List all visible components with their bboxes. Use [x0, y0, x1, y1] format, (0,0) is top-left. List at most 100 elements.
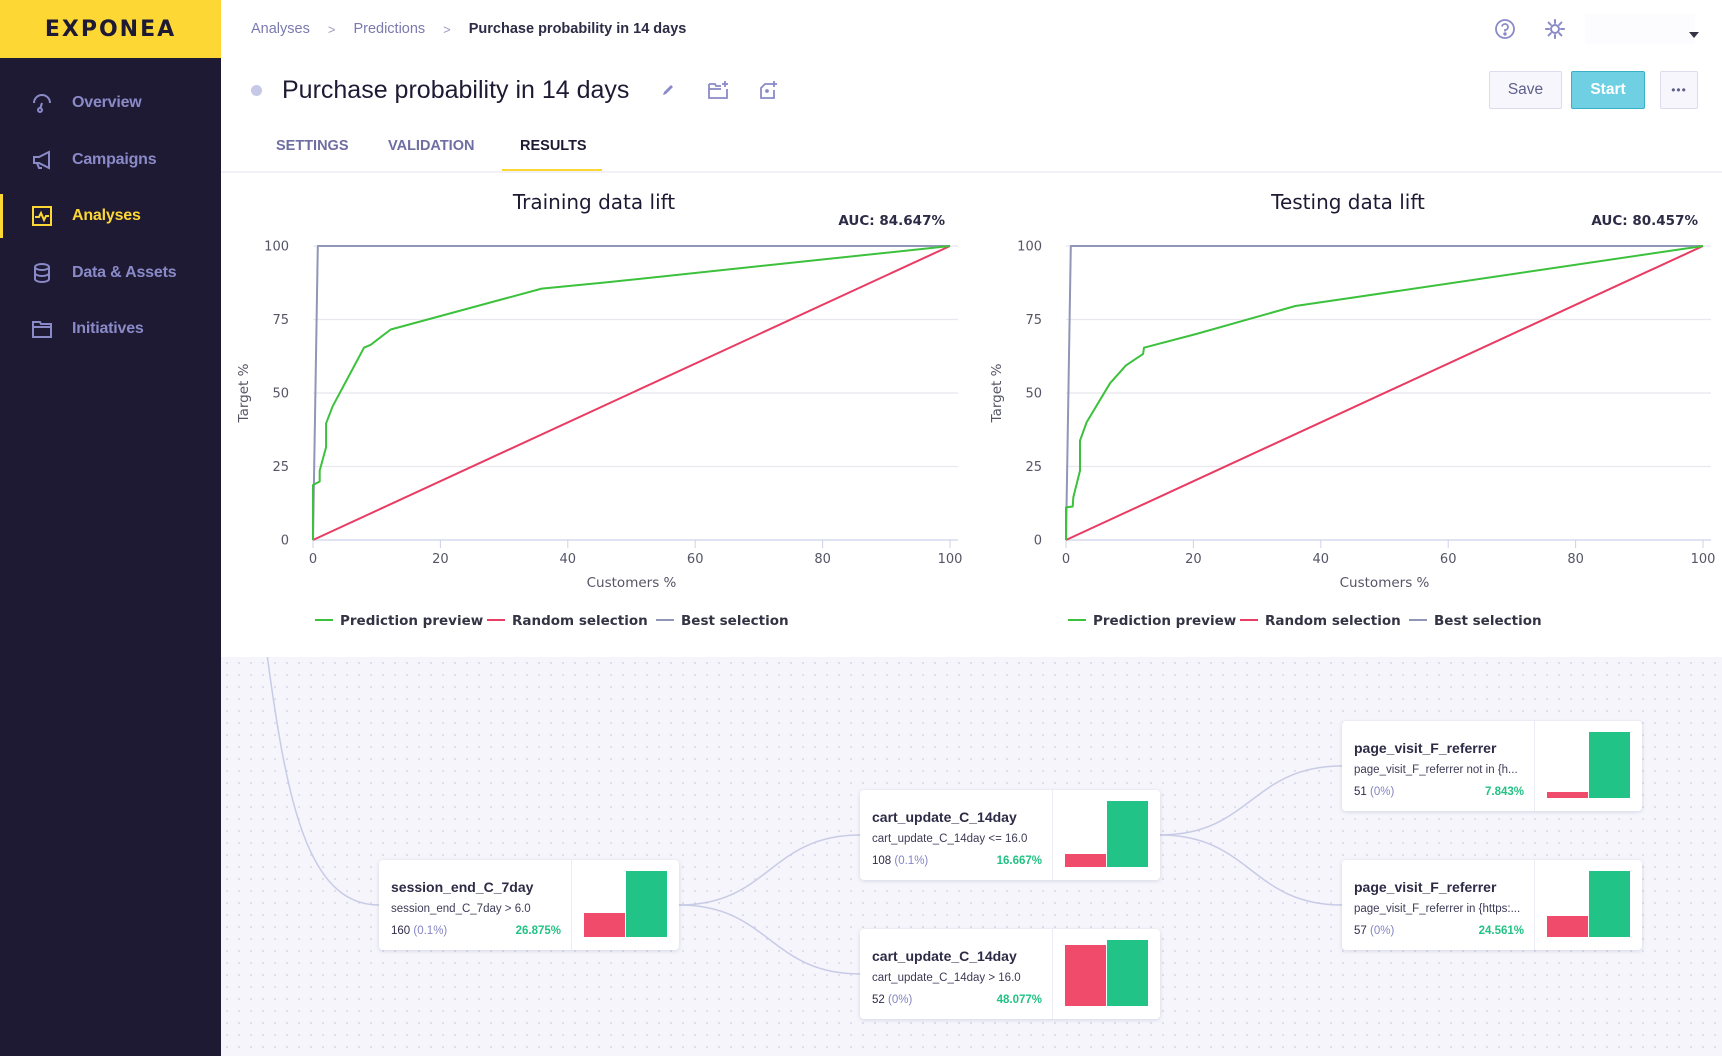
y-tick-label: 75: [1025, 313, 1042, 328]
bar-negative: [1065, 945, 1106, 1006]
legend-label: Prediction preview: [340, 613, 483, 629]
y-tick-label: 25: [1025, 460, 1042, 475]
x-tick-label: 40: [560, 552, 577, 567]
save-button[interactable]: Save: [1489, 71, 1562, 109]
node-rate: 26.875%: [515, 925, 561, 937]
node-info: cart_update_C_14day cart_update_C_14day >…: [860, 929, 1053, 1019]
active-tab-indicator: [502, 169, 602, 172]
sidebar-item-campaigns[interactable]: Campaigns: [0, 138, 221, 182]
sidebar-item-analyses[interactable]: Analyses: [0, 194, 221, 238]
tree-node[interactable]: cart_update_C_14day cart_update_C_14day >…: [860, 929, 1160, 1019]
help-icon[interactable]: [1494, 18, 1516, 44]
node-count: 52 (0%): [872, 994, 912, 1006]
database-icon: [31, 262, 53, 284]
folder-icon: [31, 318, 53, 340]
node-bar-chart: [1535, 860, 1642, 950]
tree-node[interactable]: page_visit_F_referrer page_visit_F_referr…: [1342, 860, 1642, 950]
node-bar-chart: [1535, 721, 1642, 811]
sidebar-item-initiatives[interactable]: Initiatives: [0, 307, 221, 351]
logo-bar[interactable]: EXPONEA: [0, 0, 221, 58]
node-count-percent: (0.1%): [894, 855, 929, 867]
node-rate: 24.561%: [1478, 925, 1524, 937]
node-count: 108 (0.1%): [872, 855, 928, 867]
add-to-folder-icon[interactable]: [707, 79, 729, 101]
legend-item: Random selection: [487, 613, 648, 629]
node-condition: session_end_C_7day > 6.0: [391, 903, 531, 915]
tab-settings[interactable]: SETTINGS: [276, 138, 349, 154]
x-tick-label: 40: [1313, 552, 1330, 567]
x-tick-label: 80: [814, 552, 831, 567]
x-axis-label: Customers %: [1340, 575, 1430, 591]
node-count-value: 160: [391, 925, 411, 937]
breadcrumb: Analyses > Predictions > Purchase probab…: [251, 18, 686, 40]
sidebar-item-data-assets[interactable]: Data & Assets: [0, 251, 221, 295]
add-to-initiative-icon[interactable]: [757, 79, 779, 101]
series-line-best-selection: [1065, 245, 1703, 541]
page-title: Purchase probability in 14 days: [282, 75, 630, 104]
x-tick-label: 0: [1062, 552, 1070, 567]
y-tick-label: 100: [264, 240, 289, 255]
legend-label: Best selection: [1434, 613, 1542, 629]
sidebar-item-label: Initiatives: [72, 320, 144, 337]
node-title: page_visit_F_referrer: [1354, 740, 1497, 756]
x-axis-label: Customers %: [587, 575, 677, 591]
x-tick-label: 100: [938, 552, 963, 567]
user-menu[interactable]: [1585, 14, 1695, 44]
legend-item: Best selection: [1409, 613, 1542, 629]
x-tick-label: 0: [309, 552, 317, 567]
dropdown-caret-icon[interactable]: [1689, 24, 1699, 43]
breadcrumb-predictions[interactable]: Predictions: [353, 21, 426, 37]
breadcrumb-current: Purchase probability in 14 days: [468, 21, 687, 37]
node-info: session_end_C_7day session_end_C_7day > 6…: [379, 860, 572, 950]
gear-icon[interactable]: [1544, 18, 1566, 44]
legend-label: Random selection: [1265, 613, 1401, 629]
bar-positive: [1107, 940, 1148, 1006]
y-tick-label: 50: [1025, 387, 1042, 402]
title-row: Purchase probability in 14 days: [251, 72, 807, 108]
more-options-button[interactable]: •••: [1660, 71, 1698, 109]
y-tick-label: 0: [1034, 534, 1042, 549]
megaphone-icon: [31, 149, 53, 171]
node-title: page_visit_F_referrer: [1354, 879, 1497, 895]
bar-negative: [1547, 792, 1588, 798]
bar-negative: [584, 913, 625, 937]
lift-chart-testing: Testing data lift AUC: 80.457% 0 25 50 75 100 0…: [989, 190, 1715, 629]
start-button[interactable]: Start: [1571, 71, 1645, 109]
tabs: SETTINGS VALIDATION RESULTS: [251, 130, 651, 172]
legend-item: Prediction preview: [1068, 613, 1236, 629]
node-condition: cart_update_C_14day <= 16.0: [872, 833, 1028, 845]
node-bar-chart: [1053, 929, 1160, 1019]
sidebar-item-overview[interactable]: Overview: [0, 81, 221, 125]
y-tick-label: 100: [1017, 240, 1042, 255]
y-tick-label: 25: [272, 460, 289, 475]
node-info: page_visit_F_referrer page_visit_F_referr…: [1342, 860, 1535, 950]
node-rate: 48.077%: [996, 994, 1042, 1006]
tree-node[interactable]: session_end_C_7day session_end_C_7day > 6…: [379, 860, 679, 950]
tab-validation[interactable]: VALIDATION: [388, 138, 475, 154]
status-dot: [251, 84, 262, 96]
breadcrumb-analyses[interactable]: Analyses: [251, 21, 310, 37]
tree-node[interactable]: cart_update_C_14day cart_update_C_14day <…: [860, 790, 1160, 880]
legend-item: Prediction preview: [315, 613, 483, 629]
node-count-value: 108: [872, 855, 892, 867]
node-info: page_visit_F_referrer page_visit_F_referr…: [1342, 721, 1535, 811]
header-divider: [221, 171, 1722, 173]
lift-charts: Training data lift AUC: 84.647% 0 25 50 75 100…: [236, 190, 1715, 629]
node-count-value: 57: [1354, 925, 1367, 937]
bar-positive: [626, 871, 667, 937]
breadcrumb-separator: >: [443, 21, 451, 37]
chart-title: Testing data lift: [1270, 190, 1425, 214]
x-tick-label: 100: [1691, 552, 1716, 567]
exponea-logo[interactable]: EXPONEA: [44, 16, 177, 42]
bar-positive: [1107, 801, 1148, 867]
bar-positive: [1589, 732, 1630, 798]
decision-tree-canvas[interactable]: session_end_C_7day session_end_C_7day > 6…: [221, 657, 1722, 1056]
tree-edge: [678, 904, 861, 975]
tree-node[interactable]: page_visit_F_referrer page_visit_F_referr…: [1342, 721, 1642, 811]
tab-results[interactable]: RESULTS: [520, 138, 587, 154]
edit-pencil-icon[interactable]: [657, 79, 679, 101]
node-condition: page_visit_F_referrer in {https:...: [1354, 903, 1521, 915]
node-count-percent: (0.1%): [413, 925, 448, 937]
series-line-prediction-preview: [1065, 245, 1704, 540]
